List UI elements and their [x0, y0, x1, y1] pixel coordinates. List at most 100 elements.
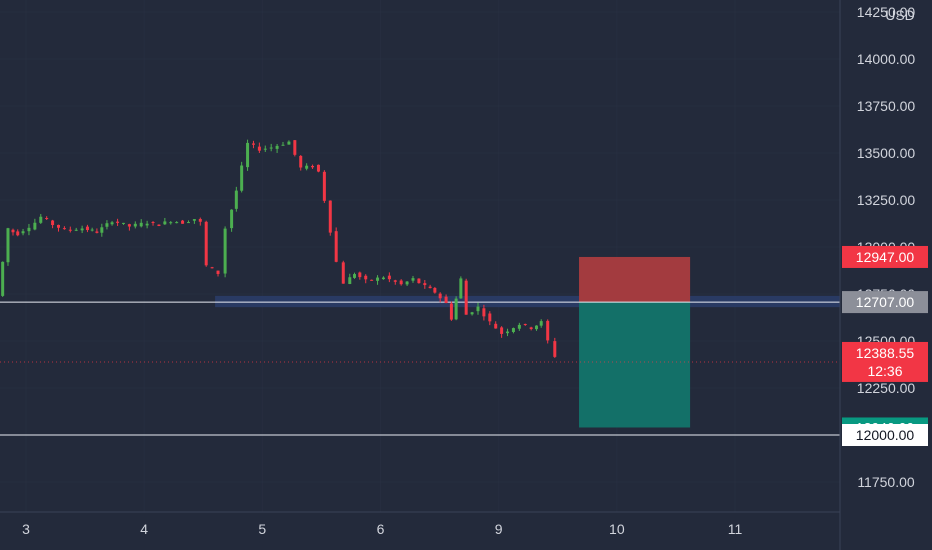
price-tick-label: 13750.00 — [857, 98, 916, 114]
candle-down — [216, 270, 220, 274]
candle-down — [553, 341, 557, 357]
candle-up — [230, 209, 234, 229]
candle-up — [234, 190, 238, 209]
candle-down — [293, 140, 297, 155]
candle-up — [175, 222, 179, 224]
candle-down — [370, 279, 374, 281]
support-badge-label: 12000.00 — [856, 427, 915, 443]
candle-down — [151, 222, 155, 224]
candle-down — [299, 155, 303, 168]
last-badge — [842, 341, 928, 382]
candle-up — [376, 277, 380, 281]
candle-down — [364, 275, 368, 280]
time-tick-label: 6 — [377, 521, 385, 537]
candle-down — [523, 323, 527, 325]
candle-down — [85, 226, 89, 231]
candle-up — [223, 228, 227, 274]
time-axis-ticks: 3 4 5 6 9 10 11 — [22, 521, 742, 537]
candle-down — [322, 171, 326, 201]
candle-up — [1, 261, 5, 296]
candle-down — [116, 221, 120, 223]
candle-up — [381, 277, 385, 280]
candle-up — [90, 229, 94, 231]
candle-down — [428, 286, 432, 289]
candle-up — [6, 228, 10, 263]
candle-down — [546, 320, 550, 341]
candle-down — [494, 323, 498, 329]
candle-down — [11, 229, 15, 233]
candle-down — [157, 224, 161, 227]
price-axis-panel[interactable] — [840, 0, 932, 550]
take-profit-zone — [579, 302, 691, 428]
candle-down — [423, 283, 427, 286]
candle-down — [358, 272, 362, 278]
last-countdown: 12:36 — [867, 363, 902, 379]
candle-down — [68, 229, 72, 231]
candle-down — [210, 267, 214, 269]
currency-label[interactable]: USD — [885, 7, 915, 23]
entry-badge-label: 12707.00 — [856, 294, 915, 310]
price-tick-label: 13500.00 — [857, 145, 916, 161]
candle-up — [287, 141, 291, 145]
candle-up — [145, 223, 149, 226]
candle-down — [62, 228, 66, 230]
candle-down — [464, 280, 468, 315]
candle-down — [95, 231, 99, 233]
candle-up — [246, 142, 250, 168]
candle-up — [100, 227, 104, 233]
candle-down — [45, 218, 49, 220]
candle-up — [476, 306, 480, 312]
stop-badge-label: 12947.00 — [856, 249, 915, 265]
candle-up — [506, 331, 510, 334]
price-tick-label: 14000.00 — [857, 51, 916, 67]
candle-up — [470, 312, 474, 315]
candle-up — [121, 222, 125, 224]
grid-lines — [0, 0, 840, 512]
stop-badge — [842, 245, 928, 268]
time-tick-label: 5 — [258, 521, 266, 537]
candle-down — [417, 278, 421, 284]
candle-down — [500, 327, 504, 334]
last-badge-label: 12388.55 — [856, 345, 915, 361]
candle-down — [56, 224, 60, 228]
candle-down — [482, 308, 486, 317]
candle-down — [251, 143, 255, 145]
candle-down — [181, 220, 185, 224]
position-zones — [215, 256, 841, 428]
candle-down — [204, 221, 208, 266]
candle-up — [534, 325, 538, 330]
price-tick-label: 12250.00 — [857, 380, 916, 396]
time-tick-label: 10 — [609, 521, 625, 537]
candle-up — [133, 223, 137, 227]
candle-up — [348, 277, 352, 284]
candle-down — [51, 220, 55, 226]
candle-up — [459, 278, 463, 299]
candle-down — [399, 280, 403, 285]
candle-up — [511, 328, 515, 332]
entry-badge — [842, 291, 928, 314]
candle-down — [341, 262, 345, 284]
candle-up — [39, 216, 43, 223]
candle-up — [517, 324, 521, 329]
candle-up — [27, 227, 31, 232]
candle-down — [387, 275, 391, 280]
candle-up — [21, 231, 25, 234]
candle-up — [240, 165, 244, 191]
candle-up — [539, 321, 543, 326]
price-badges: 12040.0012000.0012947.0012707.0012388.55… — [842, 245, 928, 446]
candle-down — [334, 231, 338, 262]
candle-up — [192, 219, 196, 221]
candle-down — [16, 231, 20, 236]
candle-down — [488, 313, 492, 322]
candle-up — [110, 222, 114, 225]
time-tick-label: 3 — [22, 521, 30, 537]
candle-down — [529, 327, 533, 330]
candle-up — [169, 222, 173, 224]
candle-down — [328, 200, 332, 233]
price-tick-label: 11750.00 — [857, 474, 915, 490]
candle-up — [281, 144, 285, 146]
candle-series — [1, 139, 557, 358]
candle-down — [393, 280, 397, 282]
